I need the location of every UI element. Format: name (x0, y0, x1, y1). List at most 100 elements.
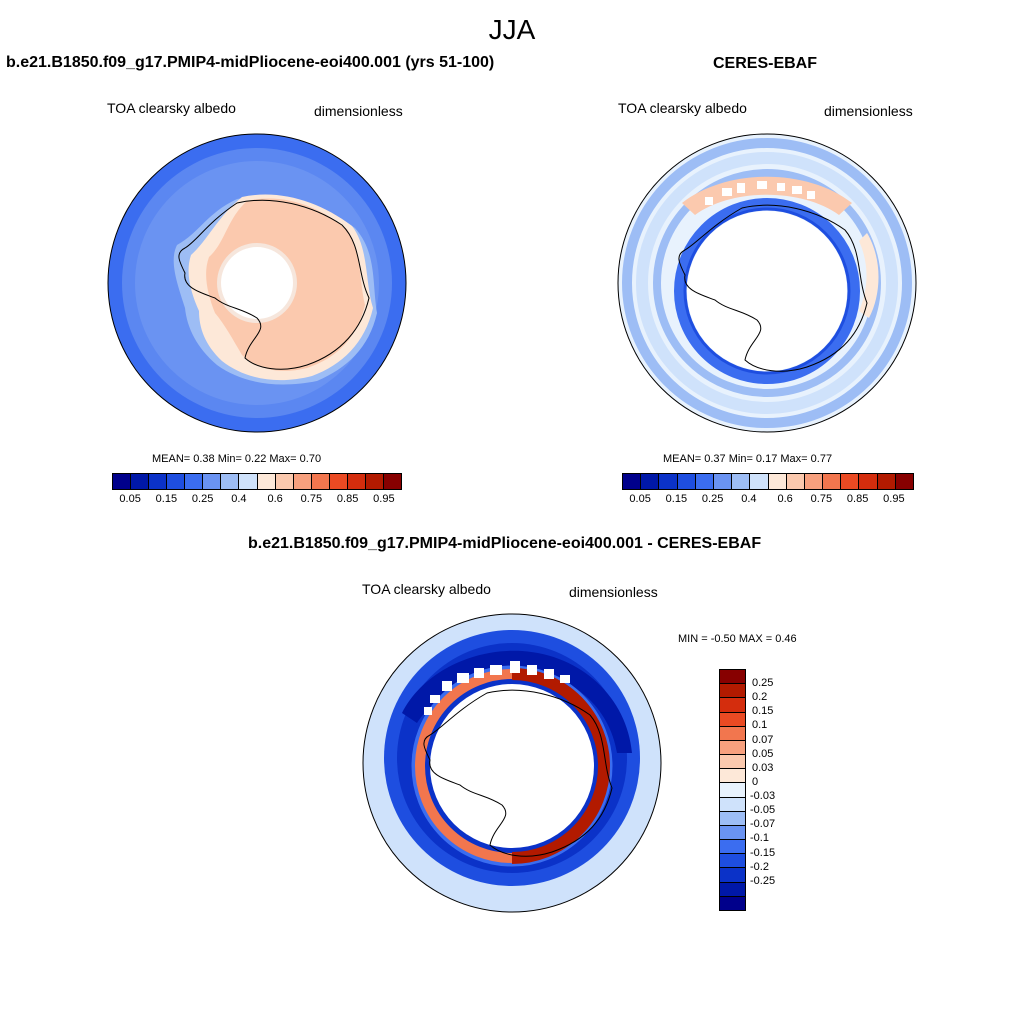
colorbar-tick-label: -0.2 (750, 860, 769, 873)
colorbar-swatch (859, 474, 878, 489)
right-units-label: dimensionless (824, 103, 913, 119)
colorbar-tick-label: 0.25 (701, 493, 724, 505)
colorbar-swatch (113, 474, 132, 489)
colorbar-tick-label: 0.85 (336, 493, 359, 505)
colorbar-tick-label: -0.03 (750, 790, 776, 803)
colorbar-tick-label: 0.75 (300, 493, 323, 505)
colorbar-swatch (720, 740, 745, 756)
colorbar-swatch (329, 474, 348, 489)
colorbar-tick-label: 0.6 (267, 493, 283, 505)
colorbar-swatch (877, 474, 896, 489)
colorbar-swatch (221, 474, 240, 489)
colorbar-swatch (720, 755, 745, 770)
diff-units-label: dimensionless (569, 584, 658, 600)
colorbar-tick-label: 0.05 (752, 747, 774, 760)
colorbar-tick-label: 0.07 (752, 733, 774, 746)
colorbar-swatch (720, 712, 745, 727)
colorbar-tick-label: 0.6 (777, 493, 793, 505)
colorbar-swatch (185, 474, 204, 489)
right-stats: MEAN= 0.37 Min= 0.17 Max= 0.77 (663, 453, 833, 465)
colorbar-swatch (383, 474, 401, 489)
colorbar-swatch (720, 896, 745, 910)
left-colorbar-ticks: 0.05 0.15 0.25 0.4 0.6 0.75 0.85 0.95 (112, 493, 402, 507)
colorbar-tick-label: 0.05 (119, 493, 141, 505)
colorbar-tick-label: -0.1 (750, 832, 769, 845)
colorbar-swatch (720, 825, 745, 841)
colorbar-swatch (823, 474, 842, 489)
diff-panel-title: b.e21.B1850.f09_g17.PMIP4-midPliocene-eo… (248, 535, 762, 552)
colorbar-swatch (365, 474, 384, 489)
colorbar-tick-label: 0.15 (665, 493, 688, 505)
colorbar-swatch (720, 840, 745, 855)
diff-polar-map (362, 613, 662, 913)
colorbar-tick-label: -0.07 (750, 818, 776, 831)
colorbar-swatch (720, 684, 745, 699)
colorbar-tick-label: 0.4 (231, 493, 247, 505)
colorbar-swatch (720, 698, 745, 713)
colorbar-swatch (695, 474, 714, 489)
left-stats: MEAN= 0.38 Min= 0.22 Max= 0.70 (152, 453, 322, 465)
colorbar-swatch (895, 474, 913, 489)
diff-variable-label: TOA clearsky albedo (362, 581, 491, 597)
colorbar-tick-label: 0.25 (191, 493, 214, 505)
colorbar-tick-label: 0.15 (155, 493, 178, 505)
colorbar-swatch (239, 474, 258, 489)
colorbar-swatch (786, 474, 805, 489)
colorbar-tick-label: -0.15 (750, 846, 776, 859)
colorbar-swatch (732, 474, 751, 489)
colorbar-swatch (720, 868, 745, 883)
colorbar-swatch (720, 783, 745, 798)
colorbar-tick-label: 0.03 (752, 761, 774, 774)
left-variable-label: TOA clearsky albedo (107, 100, 236, 116)
colorbar-swatch (768, 474, 787, 489)
colorbar-tick-label: -0.25 (750, 874, 776, 887)
left-colorbar (112, 473, 402, 490)
colorbar-tick-label: 0.75 (810, 493, 833, 505)
colorbar-swatch (720, 854, 745, 869)
colorbar-swatch (841, 474, 860, 489)
right-variable-label: TOA clearsky albedo (618, 100, 747, 116)
diff-stats: MIN = -0.50 MAX = 0.46 (678, 633, 797, 645)
colorbar-tick-label: -0.05 (750, 804, 776, 817)
colorbar-tick-label: 0.1 (752, 719, 768, 732)
right-colorbar-ticks: 0.05 0.15 0.25 0.4 0.6 0.75 0.85 0.95 (622, 493, 912, 507)
colorbar-swatch (257, 474, 276, 489)
colorbar-swatch (347, 474, 366, 489)
colorbar-tick-label: 0.25 (752, 677, 774, 690)
colorbar-swatch (623, 474, 642, 489)
colorbar-swatch (641, 474, 660, 489)
colorbar-swatch (167, 474, 186, 489)
colorbar-tick-label: 0.95 (373, 493, 395, 505)
colorbar-swatch (720, 882, 745, 897)
left-units-label: dimensionless (314, 103, 403, 119)
colorbar-tick-label: 0.2 (752, 691, 768, 704)
right-colorbar (622, 473, 914, 490)
colorbar-swatch (720, 670, 745, 685)
right-panel-title: CERES-EBAF (713, 55, 818, 72)
colorbar-swatch (720, 726, 745, 741)
colorbar-swatch (203, 474, 222, 489)
colorbar-swatch (131, 474, 150, 489)
diff-colorbar (719, 669, 746, 911)
colorbar-swatch (750, 474, 769, 489)
colorbar-swatch (659, 474, 678, 489)
colorbar-tick-label: 0.15 (752, 705, 774, 718)
left-panel-title: b.e21.B1850.f09_g17.PMIP4-midPliocene-eo… (6, 54, 495, 71)
colorbar-tick-label: 0.95 (883, 493, 905, 505)
colorbar-tick-label: 0 (752, 775, 759, 788)
colorbar-tick-label: 0.85 (846, 493, 869, 505)
right-polar-map (617, 133, 917, 433)
colorbar-swatch (804, 474, 824, 489)
colorbar-swatch (275, 474, 294, 489)
colorbar-swatch (149, 474, 168, 489)
colorbar-swatch (311, 474, 330, 489)
colorbar-swatch (677, 474, 696, 489)
colorbar-swatch (720, 811, 745, 826)
figure-title: JJA (488, 14, 536, 45)
colorbar-swatch (293, 474, 312, 489)
colorbar-swatch (713, 474, 733, 489)
colorbar-tick-label: 0.05 (629, 493, 651, 505)
colorbar-tick-label: 0.4 (741, 493, 757, 505)
colorbar-swatch (720, 797, 745, 812)
diff-colorbar-ticks: 0.25 0.2 0.15 0.1 0.07 0.05 0.03 0 -0.03 -0.05 -0.… (750, 669, 790, 909)
